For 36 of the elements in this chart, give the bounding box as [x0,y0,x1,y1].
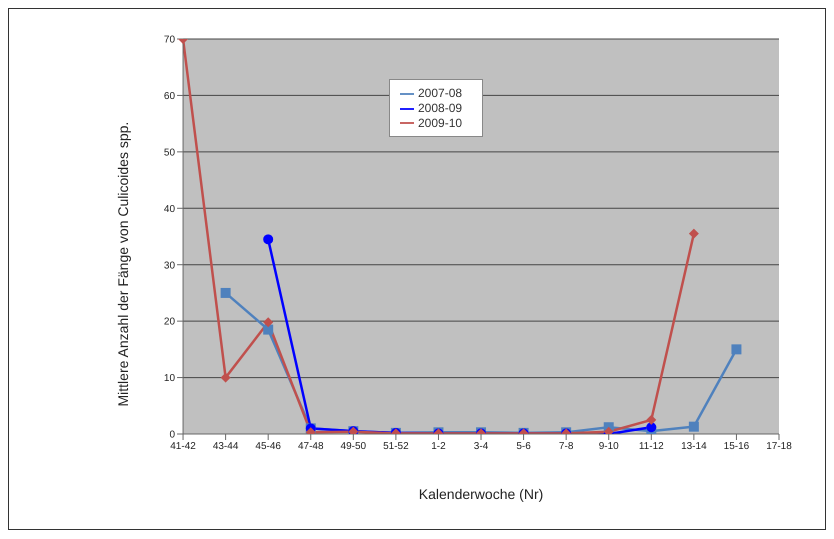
x-tick-label: 7-8 [558,441,574,452]
x-tick-label: 13-14 [681,441,708,452]
legend-label: 2009-10 [418,116,462,130]
y-tick-label: 30 [164,260,176,272]
y-tick-label: 20 [164,316,176,328]
x-tick-label: 3-4 [474,441,489,452]
x-tick-label: 43-44 [212,441,239,452]
point [646,414,656,425]
x-axis-title: Kalenderwoche (Nr) [418,486,544,502]
x-tick-label: 5-6 [516,441,532,452]
x-tick-label: 41-42 [170,441,196,452]
point [220,288,231,298]
x-tick-label: 15-16 [724,441,750,452]
point [263,317,274,328]
point [688,228,699,239]
x-tick-label: 17-18 [766,441,792,452]
x-tick-label: 47-48 [298,441,324,452]
point [263,234,274,244]
x-tick-label: 51-52 [383,441,410,452]
point [731,344,742,354]
x-tick-label: 49-50 [340,441,367,452]
y-tick-label: 60 [164,90,176,102]
point [220,372,231,383]
y-axis-title: Mittlere Anzahl der Fänge von Culicoides spp. [115,122,132,406]
y-tick-label: 10 [164,373,176,384]
x-tick-label: 11-12 [638,441,664,452]
y-tick-label: 40 [164,204,176,215]
x-tick-label: 1-2 [431,441,446,452]
y-tick-label: 0 [169,430,176,441]
x-tick-label: 9-10 [598,441,620,452]
legend-label: 2007-08 [418,86,462,100]
y-tick-label: 50 [164,147,176,158]
x-tick-label: 45-46 [255,441,282,452]
point [263,324,274,335]
legend-label: 2008-09 [418,100,462,115]
y-tick-label: 70 [164,34,176,46]
